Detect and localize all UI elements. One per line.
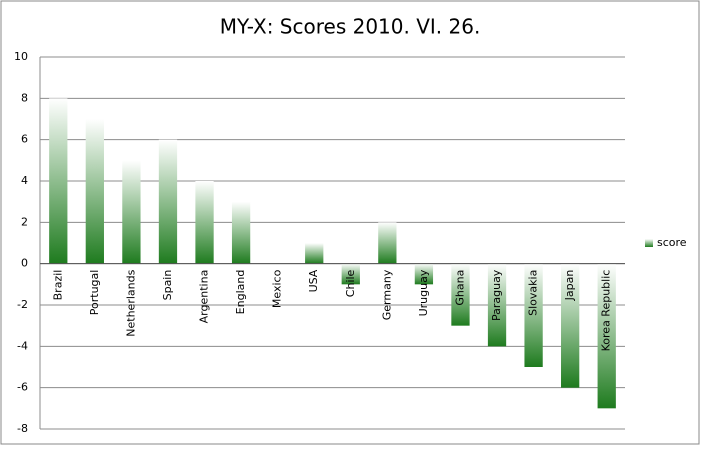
chart-title: MY-X: Scores 2010. VI. 26. (220, 15, 481, 39)
y-tick-label: 2 (21, 215, 28, 228)
bar (451, 263, 470, 326)
y-tick-label: 4 (21, 174, 28, 187)
y-tick-label: -4 (17, 339, 28, 352)
x-tick-label: Portugal (88, 270, 101, 316)
x-tick-label: Netherlands (124, 269, 137, 336)
y-tick-label: -8 (17, 422, 28, 435)
x-tick-label: Slovakia (527, 270, 540, 316)
x-tick-label: Spain (161, 270, 174, 301)
legend-swatch (645, 239, 653, 247)
y-tick-label: 10 (14, 50, 28, 63)
x-tick-label: Brazil (51, 270, 64, 301)
y-tick-label: 6 (21, 133, 28, 146)
y-tick-label: -2 (17, 298, 28, 311)
bar (158, 139, 178, 264)
legend-label: score (657, 236, 687, 249)
bar (231, 201, 251, 264)
bar (122, 160, 141, 264)
x-tick-label: Chile (344, 269, 357, 297)
x-tick-label: Korea Republic (600, 270, 613, 352)
x-tick-label: Japan (563, 270, 576, 302)
x-tick-label: Argentina (198, 270, 211, 324)
bar (487, 263, 507, 347)
bar (414, 263, 434, 285)
x-tick-label: Germany (380, 269, 393, 320)
x-tick-label: England (234, 270, 247, 315)
bar (49, 98, 68, 264)
x-tick-label: Paraguay (490, 269, 503, 321)
x-tick-label: Mexico (271, 269, 284, 308)
bar (195, 181, 214, 264)
bar (341, 263, 360, 285)
bar (85, 119, 104, 264)
x-tick-label: Ghana (453, 270, 466, 306)
bar (524, 263, 543, 367)
bar (561, 263, 580, 388)
x-tick-label: USA (307, 269, 320, 292)
y-tick-label: -6 (17, 381, 28, 394)
y-tick-label: 8 (21, 91, 28, 104)
x-tick-label: Uruguay (417, 269, 430, 316)
bar (378, 222, 397, 264)
y-tick-label: 0 (21, 257, 28, 270)
bar (305, 243, 324, 264)
bar (597, 263, 616, 409)
